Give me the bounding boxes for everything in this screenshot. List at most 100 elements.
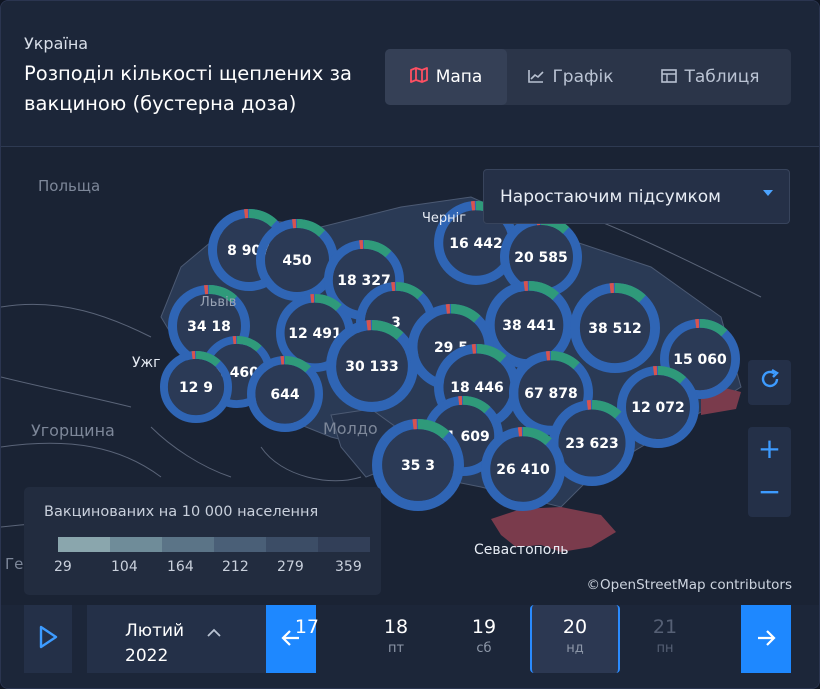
legend-swatch: [110, 537, 162, 552]
legend-swatch: [162, 537, 214, 552]
day-number: 18: [383, 616, 409, 638]
play-button[interactable]: [24, 605, 72, 673]
tab-chart[interactable]: Графік: [507, 49, 635, 105]
map-icon: [409, 67, 428, 87]
region-value: 16 442: [449, 236, 503, 252]
view-tabs: Мапа Графік Таблиця: [385, 49, 791, 105]
region-value: 38 441: [502, 318, 556, 334]
legend-tick: 29: [54, 559, 72, 575]
day-cell-disabled: 21 пн: [620, 605, 710, 673]
reset-view-control: [748, 360, 791, 405]
mode-select-value: Наростаючим підсумком: [500, 186, 722, 207]
timeline: Лютий 2022 17 18 пт 19 сб: [1, 605, 819, 688]
day-weekday: пт: [387, 641, 405, 656]
day-weekday: нд: [566, 641, 584, 656]
region-bubble[interactable]: 450: [255, 218, 339, 301]
map-label-moldova: Молдо: [323, 419, 378, 438]
region-bubble[interactable]: 644: [246, 355, 323, 433]
month-year: 2022: [125, 646, 169, 666]
region-value: 3: [391, 315, 401, 331]
region-bubble[interactable]: 15 060: [659, 318, 741, 399]
region-bubble[interactable]: 12 072: [616, 365, 700, 448]
region-value: 23 623: [565, 436, 619, 452]
page-title: Розподіл кількості щеплених за вакциною …: [24, 62, 352, 115]
day-cell[interactable]: 18 пт: [351, 605, 441, 673]
region-value: 34 18: [187, 319, 231, 335]
region-bubble[interactable]: 38 512: [569, 282, 661, 373]
tab-chart-label: Графік: [552, 67, 614, 87]
day-strip: 17 18 пт 19 сб 20 нд 21 пн: [295, 605, 741, 673]
region-bubble[interactable]: 12 9: [159, 350, 232, 424]
map-label-romania: Ге: [5, 555, 24, 573]
map-attribution[interactable]: ©OpenStreetMap contributors: [586, 577, 792, 593]
legend-title: Вакцинованих на 10 000 населення: [44, 504, 319, 520]
region-bubble[interactable]: 16 442: [433, 200, 519, 286]
region-name: Україна: [24, 34, 89, 53]
legend-tick: 212: [222, 559, 249, 575]
day-number: 20: [562, 616, 588, 638]
region-bubble[interactable]: 26 410: [480, 426, 565, 512]
month-label: Лютий 2022: [125, 619, 184, 669]
map-label-poland: Польща: [38, 177, 101, 195]
region-value: 20 585: [514, 250, 568, 266]
region-value: 18 327: [337, 273, 391, 289]
legend-tick: 359: [335, 559, 362, 575]
day-cell-selected[interactable]: 20 нд: [530, 605, 620, 673]
legend-tick: 279: [277, 559, 304, 575]
region-value: 30 133: [345, 359, 399, 375]
region-bubble[interactable]: 18 327: [323, 240, 404, 321]
map-label-hungary: Угорщина: [31, 421, 115, 440]
day-cell[interactable]: 19 сб: [439, 605, 529, 673]
zoom-out-button[interactable]: −: [748, 470, 791, 513]
chevron-up-icon: [207, 623, 221, 642]
legend-color-scale: [58, 537, 370, 552]
mode-select[interactable]: Наростаючим підсумком: [483, 169, 790, 224]
day-cell[interactable]: 17: [276, 605, 321, 673]
next-day-button[interactable]: [741, 605, 791, 673]
minus-icon: −: [757, 475, 782, 508]
tab-map-label: Мапа: [435, 67, 483, 87]
reset-view-button[interactable]: [748, 360, 791, 403]
arrow-left-icon: [281, 625, 301, 653]
region-bubble[interactable]: 35 3: [371, 418, 464, 512]
day-number: 19: [471, 616, 497, 638]
chevron-down-icon: [763, 190, 773, 196]
day-number: 17: [294, 616, 319, 638]
region-value: 12 9: [179, 380, 213, 396]
legend-tick: 164: [167, 559, 194, 575]
legend-swatch: [266, 537, 318, 552]
zoom-control: + −: [748, 427, 791, 517]
arrow-right-icon: [756, 625, 776, 653]
plus-icon: +: [757, 432, 782, 465]
prev-day-button[interactable]: [266, 605, 316, 673]
header: Україна Розподіл кількості щеплених за в…: [1, 1, 819, 147]
region-value: 644: [270, 387, 299, 403]
legend-swatch: [318, 537, 370, 552]
tab-map[interactable]: Мапа: [385, 49, 507, 105]
zoom-in-button[interactable]: +: [748, 427, 791, 470]
legend-swatch: [214, 537, 266, 552]
table-icon: [660, 68, 677, 87]
region-value: 12 491: [288, 326, 342, 342]
map-label-lviv: Львів: [200, 295, 237, 310]
tab-table[interactable]: Таблиця: [635, 49, 785, 105]
month-name: Лютий: [125, 621, 185, 641]
legend-ticks: 29 104 164 212 279 359: [44, 559, 374, 577]
region-value: 35 3: [401, 458, 435, 474]
region-value: 38 512: [588, 321, 642, 337]
refresh-icon: [758, 365, 782, 398]
tab-table-label: Таблиця: [684, 67, 760, 87]
region-value: 26 410: [496, 462, 550, 478]
region-value: 12 072: [631, 400, 685, 416]
month-picker[interactable]: Лютий 2022: [87, 605, 266, 673]
region-bubble[interactable]: 30 133: [325, 319, 418, 413]
map-label-sevastopol: Севастополь: [474, 542, 569, 558]
line-chart-icon: [528, 68, 545, 87]
region-value: 450: [282, 253, 311, 269]
map-label-chernihiv: Черніг: [422, 211, 467, 226]
day-weekday: сб: [476, 641, 492, 656]
region-value: 67 878: [524, 386, 578, 402]
legend: Вакцинованих на 10 000 населення 29 104 …: [24, 487, 381, 595]
play-icon: [38, 625, 58, 653]
